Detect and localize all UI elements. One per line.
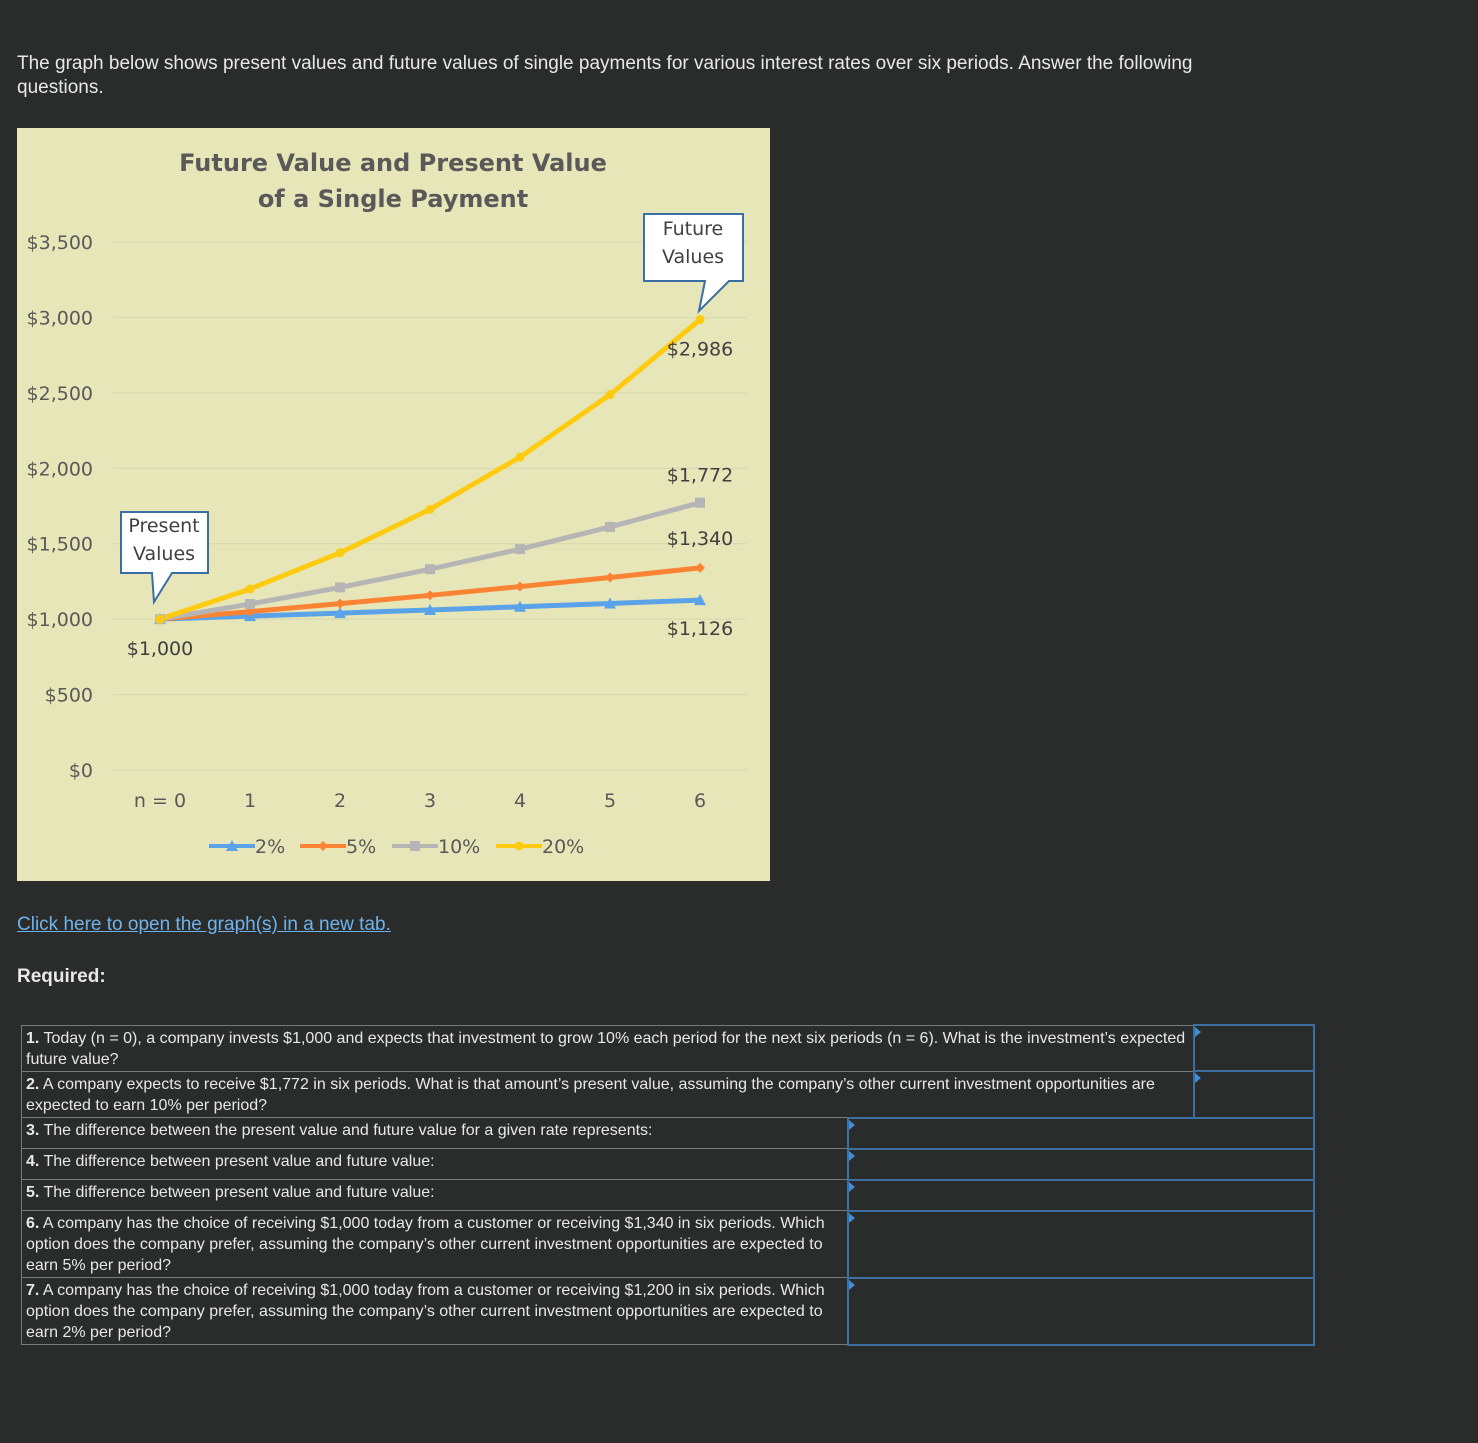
questions-table: 1. Today (n = 0), a company invests $1,0…	[20, 1024, 1315, 1346]
question-row-2: 2. A company expects to receive $1,772 i…	[20, 1070, 1315, 1119]
answer-select-7[interactable]	[846, 1276, 1315, 1346]
y-tick-label: $0	[69, 760, 93, 782]
question-text: 6. A company has the choice of receiving…	[21, 1210, 848, 1278]
y-tick-label: $500	[45, 685, 93, 707]
data-label-fv-5: $1,340	[667, 528, 733, 550]
data-point-2pct	[604, 597, 616, 609]
question-row-4: 4. The difference between present value …	[21, 1147, 1315, 1181]
data-point-2pct	[424, 603, 436, 615]
question-row-3: 3. The difference between the present va…	[21, 1116, 1315, 1150]
question-text: 1. Today (n = 0), a company invests $1,0…	[20, 1024, 1195, 1072]
legend-marker	[410, 841, 420, 851]
x-tick-label: 4	[514, 790, 526, 812]
x-tick-label: 6	[694, 790, 706, 812]
data-point-20pct	[245, 584, 255, 594]
answer-input-2[interactable]	[1192, 1070, 1315, 1119]
data-point-2pct	[514, 600, 526, 612]
answer-input-1[interactable]	[1192, 1024, 1315, 1072]
data-point-10pct	[605, 521, 615, 532]
answer-select-5[interactable]	[846, 1178, 1315, 1212]
data-point-5pct	[515, 581, 525, 592]
intro-text: The graph below shows present values and…	[17, 53, 1193, 98]
data-point-10pct	[335, 582, 345, 593]
data-point-10pct	[515, 544, 525, 555]
data-point-20pct	[425, 504, 435, 514]
open-graph-link[interactable]: Click here to open the graph(s) in a new…	[17, 914, 391, 935]
present-callout-line2: Values	[133, 543, 195, 565]
future-values-callout	[643, 213, 744, 315]
x-tick-label: n = 0	[134, 790, 186, 812]
y-tick-label: $2,500	[27, 383, 93, 405]
dropdown-marker-icon	[848, 1181, 855, 1192]
legend-marker	[514, 841, 524, 851]
question-row-6: 6. A company has the choice of receiving…	[21, 1209, 1315, 1279]
y-tick-label: $1,000	[27, 609, 93, 631]
question-row-5: 5. The difference between present value …	[21, 1178, 1315, 1212]
present-callout-line1: Present	[128, 515, 199, 537]
fv-pv-chart: Future Value and Present Value of a Sing…	[17, 128, 770, 881]
data-point-20pct	[695, 315, 705, 325]
chart-svg: Future Value and Present Value of a Sing…	[27, 149, 747, 858]
question-text: 7. A company has the choice of receiving…	[21, 1277, 848, 1345]
question-row-7: 7. A company has the choice of receiving…	[21, 1276, 1315, 1346]
legend-label: 2%	[255, 836, 285, 858]
future-callout-line1: Future	[663, 218, 724, 240]
data-label-fv-2: $1,126	[667, 618, 733, 640]
data-point-20pct	[335, 548, 345, 558]
answer-select-4[interactable]	[846, 1147, 1315, 1181]
question-text: 4. The difference between present value …	[21, 1148, 848, 1180]
legend-marker	[318, 841, 328, 851]
data-point-20pct	[605, 390, 615, 400]
data-point-20pct	[155, 614, 165, 624]
data-point-5pct	[245, 606, 255, 617]
legend-marker	[226, 840, 238, 851]
data-point-20pct	[515, 452, 525, 462]
data-point-2pct	[694, 594, 706, 606]
dropdown-marker-icon	[1194, 1027, 1201, 1037]
chart-title-line2: of a Single Payment	[258, 185, 528, 213]
y-tick-label: $1,500	[27, 534, 93, 556]
x-tick-label: 3	[424, 790, 436, 812]
data-point-5pct	[335, 598, 345, 609]
future-callout-line2: Values	[662, 246, 724, 268]
data-point-5pct	[425, 590, 435, 601]
required-heading: Required:	[17, 966, 106, 987]
x-tick-label: 1	[244, 790, 256, 812]
x-tick-label: 2	[334, 790, 346, 812]
data-point-10pct	[425, 564, 435, 575]
answer-select-6[interactable]	[846, 1209, 1315, 1279]
y-tick-label: $3,500	[27, 232, 93, 254]
x-tick-label: 5	[604, 790, 616, 812]
data-point-2pct	[334, 607, 346, 619]
answer-select-3[interactable]	[846, 1116, 1315, 1150]
chart-title-line1: Future Value and Present Value	[179, 149, 607, 177]
data-label-fv-20: $2,986	[667, 339, 733, 361]
data-label-fv-10: $1,772	[667, 465, 733, 487]
legend-label: 10%	[438, 836, 480, 858]
question-text: 3. The difference between the present va…	[21, 1117, 848, 1149]
data-point-10pct	[695, 497, 705, 508]
legend-label: 5%	[346, 836, 376, 858]
dropdown-marker-icon	[848, 1212, 855, 1223]
dropdown-marker-icon	[848, 1119, 855, 1130]
question-text: 5. The difference between present value …	[21, 1179, 848, 1211]
question-row-1: 1. Today (n = 0), a company invests $1,0…	[20, 1024, 1315, 1072]
dropdown-marker-icon	[1194, 1073, 1201, 1083]
dropdown-marker-icon	[848, 1279, 855, 1290]
present-values-callout	[120, 511, 209, 606]
dropdown-marker-icon	[848, 1150, 855, 1161]
legend-label: 20%	[542, 836, 584, 858]
y-tick-label: $3,000	[27, 307, 93, 329]
question-text: 2. A company expects to receive $1,772 i…	[20, 1070, 1195, 1118]
data-point-5pct	[605, 572, 615, 583]
data-point-10pct	[245, 599, 255, 610]
data-label-start: $1,000	[127, 638, 193, 660]
y-tick-label: $2,000	[27, 458, 93, 480]
data-point-5pct	[695, 562, 705, 573]
